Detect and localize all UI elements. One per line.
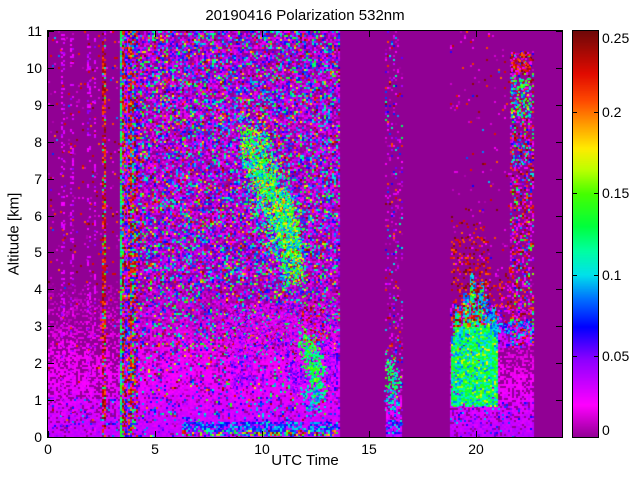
colorbar-tick-mark: [573, 112, 577, 113]
colorbar-tick-label: 0: [602, 422, 610, 438]
colorbar-tick-mark: [573, 356, 577, 357]
colorbar-gradient: [573, 31, 598, 437]
y-tick-mark: [48, 400, 54, 401]
y-tick-mark: [556, 142, 562, 143]
y-tick-mark: [48, 326, 54, 327]
colorbar-tick-label: 0.05: [602, 348, 630, 364]
colorbar-tick-label: 0.25: [602, 30, 630, 46]
y-tick-mark: [556, 437, 562, 438]
y-tick-mark: [48, 216, 54, 217]
y-tick-label: 5: [34, 244, 42, 260]
y-tick-mark: [556, 216, 562, 217]
x-tick-mark: [262, 431, 263, 437]
x-tick-mark: [155, 31, 156, 37]
y-tick-mark: [48, 252, 54, 253]
colorbar-tick-mark: [594, 275, 598, 276]
x-tick-label: 0: [44, 441, 52, 457]
y-tick-label: 7: [34, 171, 42, 187]
x-tick-label: 15: [361, 441, 377, 457]
y-tick-label: 8: [34, 134, 42, 150]
colorbar-tick-mark: [594, 112, 598, 113]
y-tick-mark: [556, 289, 562, 290]
y-tick-mark: [48, 142, 54, 143]
chart-title: 20190416 Polarization 532nm: [205, 7, 405, 24]
x-tick-mark: [48, 431, 49, 437]
y-tick-mark: [556, 68, 562, 69]
y-tick-label: 6: [34, 208, 42, 224]
x-tick-mark: [262, 31, 263, 37]
y-tick-mark: [48, 105, 54, 106]
y-tick-mark: [48, 437, 54, 438]
x-tick-label: 10: [254, 441, 270, 457]
y-tick-label: 9: [34, 97, 42, 113]
x-tick-mark: [476, 31, 477, 37]
y-tick-mark: [556, 326, 562, 327]
x-tick-mark: [369, 431, 370, 437]
y-tick-label: 1: [34, 392, 42, 408]
colorbar-tick-label: 0.1: [602, 267, 622, 283]
heatmap-canvas: [48, 31, 562, 437]
x-tick-label: 20: [468, 441, 484, 457]
y-tick-mark: [48, 363, 54, 364]
colorbar-tick-mark: [594, 193, 598, 194]
y-tick-mark: [556, 179, 562, 180]
y-tick-mark: [48, 289, 54, 290]
x-tick-mark: [476, 431, 477, 437]
colorbar-tick-mark: [573, 193, 577, 194]
colorbar-tick-label: 0.15: [602, 185, 630, 201]
y-tick-mark: [48, 68, 54, 69]
y-tick-mark: [556, 31, 562, 32]
y-tick-label: 2: [34, 355, 42, 371]
colorbar-tick-mark: [594, 356, 598, 357]
y-tick-label: 0: [34, 429, 42, 445]
y-axis-label: Altitude [km]: [5, 192, 23, 276]
x-tick-mark: [155, 431, 156, 437]
y-tick-label: 10: [26, 60, 42, 76]
x-tick-label: 5: [151, 441, 159, 457]
colorbar-tick-label: 0.2: [602, 104, 622, 120]
y-tick-label: 4: [34, 281, 42, 297]
y-tick-label: 3: [34, 318, 42, 334]
colorbar-tick-mark: [573, 275, 577, 276]
x-tick-mark: [369, 31, 370, 37]
x-tick-mark: [48, 31, 49, 37]
x-axis-label: UTC Time: [271, 452, 339, 469]
y-tick-mark: [556, 363, 562, 364]
y-tick-label: 11: [27, 23, 42, 39]
plot-area: [47, 30, 563, 438]
colorbar: [572, 30, 599, 438]
y-tick-mark: [556, 252, 562, 253]
y-tick-mark: [48, 179, 54, 180]
y-tick-mark: [48, 31, 54, 32]
y-tick-mark: [556, 105, 562, 106]
y-tick-mark: [556, 400, 562, 401]
